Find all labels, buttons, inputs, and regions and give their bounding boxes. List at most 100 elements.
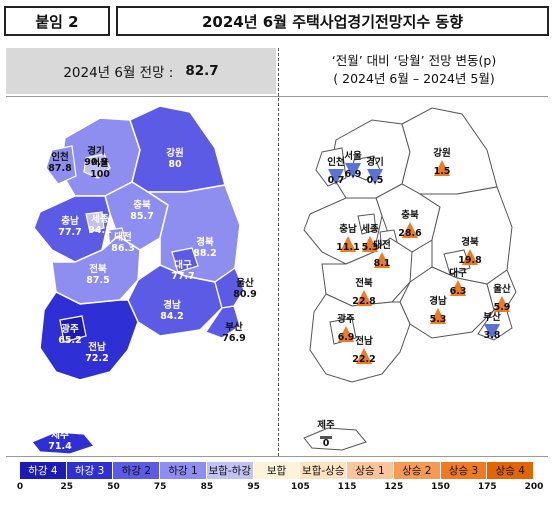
change-region-name: 부산 [483, 311, 501, 323]
up-arrow-icon [340, 236, 356, 252]
up-arrow-icon [450, 280, 466, 296]
legend-item: 보합-상승 [300, 462, 348, 479]
index-map [31, 105, 245, 455]
panel-divider [278, 48, 279, 456]
index-region-name: 경기 [87, 145, 104, 157]
change-region-value: 11.1 [336, 242, 359, 253]
change-region-value: 0.7 [328, 175, 345, 186]
up-arrow-icon [356, 290, 372, 306]
up-arrow-icon [374, 252, 390, 268]
outline-jeju [303, 427, 367, 451]
index-region-name: 인천 [51, 152, 68, 163]
right-heading-line1: ‘전월’ 대비 ‘당월’ 전망 변동(p) [331, 53, 497, 68]
change-region-name: 서울 [344, 150, 362, 162]
change-region-name: 경남 [429, 295, 447, 307]
legend-tick: 125 [384, 482, 404, 492]
flat-dash-icon [320, 436, 332, 439]
left-heading-text: 2024년 6월 전망 : [63, 65, 174, 81]
map-region-gwangju [59, 315, 87, 343]
up-arrow-icon [362, 236, 378, 252]
legend-tick: 105 [290, 482, 310, 492]
change-region-value: 8.1 [374, 258, 391, 269]
index-region-value: 87.5 [86, 275, 109, 286]
index-region-name: 부산 [225, 321, 243, 333]
legend-tick: 0 [16, 482, 24, 492]
heading-divider [6, 96, 548, 97]
legend-item: 하강 1 [160, 462, 207, 479]
index-region-value: 76.9 [222, 333, 245, 344]
index-region-value: 80.9 [233, 289, 256, 300]
index-region-name: 제주 [51, 429, 69, 441]
page-title: 2024년 6월 주택사업경기전망지수 동향 [116, 6, 549, 36]
change-region-value: 6.9 [338, 332, 355, 343]
change-region-value: 3.8 [484, 330, 501, 341]
index-region-value: 85.7 [130, 211, 153, 222]
change-region-name: 충북 [401, 209, 419, 221]
legend-item: 상승 3 [440, 462, 488, 479]
legend-tick: 75 [153, 482, 167, 492]
change-region-value: 1.5 [434, 166, 451, 177]
change-region-value: 5.3 [362, 242, 379, 253]
change-region-name: 인천 [327, 157, 344, 168]
outline-sejong [357, 213, 377, 235]
map-region-incheon [45, 145, 77, 185]
left-panel-heading: 2024년 6월 전망 : 82.7 [6, 48, 276, 94]
index-region-value: 100 [90, 169, 110, 180]
change-region-value: 22.8 [352, 296, 376, 307]
legend-tick: 95 [247, 482, 260, 492]
up-arrow-icon [434, 160, 450, 176]
index-region-name: 서울 [91, 157, 109, 169]
up-arrow-icon [494, 296, 510, 312]
legend-tick: 200 [524, 482, 544, 492]
change-region-value: 6.9 [345, 169, 362, 180]
down-arrow-icon [345, 163, 361, 179]
legend-item: 상승 4 [487, 462, 535, 479]
legend-item: 보합 [253, 462, 301, 479]
map-region-sejong [85, 211, 105, 233]
index-region-name: 전남 [88, 341, 106, 353]
change-region-value: 19.8 [458, 255, 482, 266]
index-region-value: 86.3 [111, 243, 134, 254]
change-region-name: 경북 [461, 236, 479, 248]
legend-item: 상승 2 [393, 462, 441, 479]
change-labels: 인천 0.7 경기 0.5 서울 6.9 강원 1.5 충남 11.1세종 5.3 충북 28.6 대전 8… [317, 147, 511, 449]
index-region-name: 경북 [196, 236, 214, 248]
national-index-value: 82.7 [185, 63, 219, 79]
down-arrow-icon [484, 324, 500, 340]
index-region-value: 65.2 [58, 335, 81, 346]
change-region-value: 28.6 [398, 228, 422, 239]
index-region-value: 90.9 [84, 157, 107, 168]
index-region-name: 경남 [163, 299, 181, 311]
legend-ticks: 0 25 50 75 85 95 105 115 125 150 175 200 [0, 482, 553, 496]
change-map [303, 107, 517, 451]
up-arrow-icon [338, 326, 354, 342]
index-region-name: 대전 [114, 231, 131, 243]
outline-jeonnam [309, 293, 411, 383]
change-region-name: 광주 [337, 313, 355, 325]
right-heading-line2: ( 2024년 6월 – 2024년 5월) [333, 71, 495, 86]
index-region-name: 대구 [174, 259, 192, 271]
change-region-name: 대전 [373, 239, 390, 251]
index-region-value: 87.8 [48, 163, 72, 174]
attachment-tag: 붙임 2 [4, 6, 110, 36]
map-region-busan [205, 305, 241, 339]
legend-item: 하강 4 [20, 462, 67, 479]
legend-item: 하강 2 [113, 462, 161, 479]
index-region-name: 강원 [166, 147, 183, 159]
change-region-name: 울산 [493, 283, 511, 295]
bottom-divider [6, 456, 548, 457]
up-arrow-icon [402, 222, 418, 238]
change-region-value: 0 [323, 438, 330, 449]
index-region-value: 88.2 [193, 248, 216, 259]
change-region-name: 강원 [433, 147, 450, 159]
legend-tick: 25 [60, 482, 73, 492]
map-region-jeju [31, 431, 96, 455]
index-region-value: 71.4 [48, 441, 72, 452]
change-region-name: 전북 [355, 277, 373, 289]
index-region-name: 충남 [61, 215, 79, 227]
index-region-name: 세종 [91, 213, 109, 225]
map-region-ulsan [214, 267, 245, 309]
legend-item: 하강 3 [66, 462, 114, 479]
